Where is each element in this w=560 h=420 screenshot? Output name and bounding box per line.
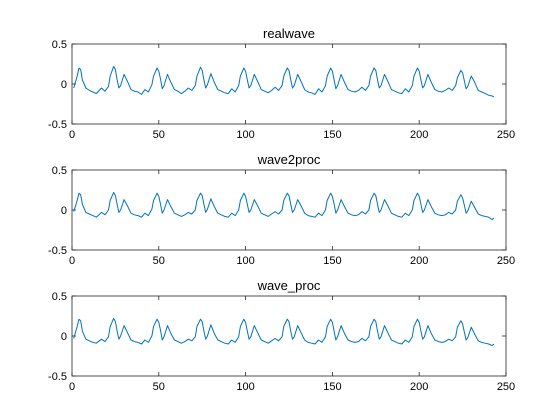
x-tick-label: 200 (410, 255, 428, 267)
plot-area (71, 169, 507, 251)
y-tick-label: -0.5 (48, 371, 67, 383)
x-tick-label: 250 (497, 255, 515, 267)
x-tick-label: 150 (323, 255, 341, 267)
series-line (73, 317, 495, 347)
x-tick-label: 100 (236, 129, 254, 141)
plot-area (71, 295, 507, 377)
x-tick-label: 0 (69, 255, 75, 267)
x-tick-label: 0 (69, 381, 75, 393)
y-tick-label: 0.5 (52, 39, 67, 51)
series-line (73, 65, 495, 98)
x-tick-label: 100 (236, 255, 254, 267)
subplot-title: realwave (263, 26, 315, 41)
x-tick-label: 100 (236, 381, 254, 393)
x-tick-label: 200 (410, 381, 428, 393)
x-tick-label: 50 (153, 129, 165, 141)
x-tick-label: 0 (69, 129, 75, 141)
x-tick-label: 200 (410, 129, 428, 141)
series-line (73, 191, 495, 221)
x-tick-label: 250 (497, 381, 515, 393)
y-tick-label: 0.5 (52, 165, 67, 177)
subplot-title: wave2proc (257, 152, 321, 167)
y-tick-label: -0.5 (48, 119, 67, 131)
y-tick-label: 0 (61, 331, 67, 343)
y-tick-label: 0 (61, 79, 67, 91)
x-tick-label: 250 (497, 129, 515, 141)
x-tick-label: 150 (323, 381, 341, 393)
x-tick-label: 150 (323, 129, 341, 141)
x-tick-label: 50 (153, 381, 165, 393)
x-tick-label: 50 (153, 255, 165, 267)
subplot-title: wave_proc (257, 278, 321, 293)
y-tick-label: 0 (61, 205, 67, 217)
y-tick-label: -0.5 (48, 245, 67, 257)
y-tick-label: 0.5 (52, 291, 67, 303)
plot-area (71, 43, 507, 125)
